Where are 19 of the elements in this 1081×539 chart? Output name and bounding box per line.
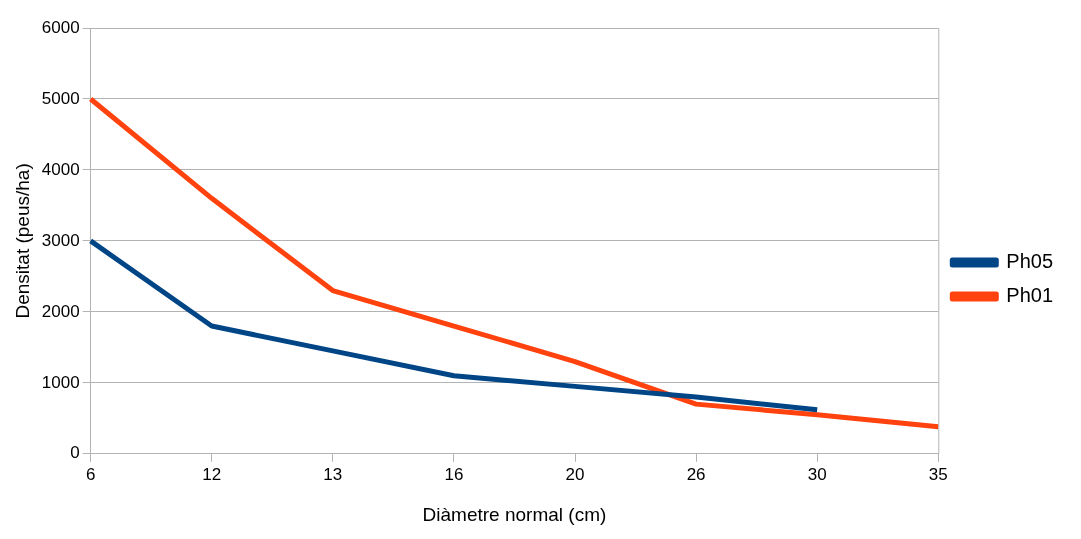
legend-label: Ph01 — [1006, 284, 1054, 307]
legend-label: Ph05 — [1006, 250, 1054, 273]
y-tick-label: 4000 — [41, 159, 80, 179]
x-tick-label: 16 — [444, 464, 464, 484]
x-tick-label: 13 — [323, 464, 343, 484]
y-tick-label: 6000 — [41, 17, 80, 37]
y-tick-label: 5000 — [41, 88, 80, 108]
y-tick-label: 3000 — [41, 230, 80, 250]
y-axis-title: Densitat (peus/ha) — [11, 163, 33, 319]
x-tick-label: 20 — [565, 464, 585, 484]
x-axis-title: Diàmetre normal (cm) — [422, 503, 607, 525]
x-tick-label: 12 — [202, 464, 222, 484]
y-tick-label: 1000 — [41, 372, 80, 392]
y-tick-label: 0 — [70, 443, 80, 463]
x-tick-label: 6 — [85, 464, 96, 484]
x-tick-label: 35 — [928, 464, 948, 484]
x-tick-label: 30 — [807, 464, 827, 484]
x-tick-label: 26 — [686, 464, 706, 484]
y-tick-label: 2000 — [41, 301, 80, 321]
